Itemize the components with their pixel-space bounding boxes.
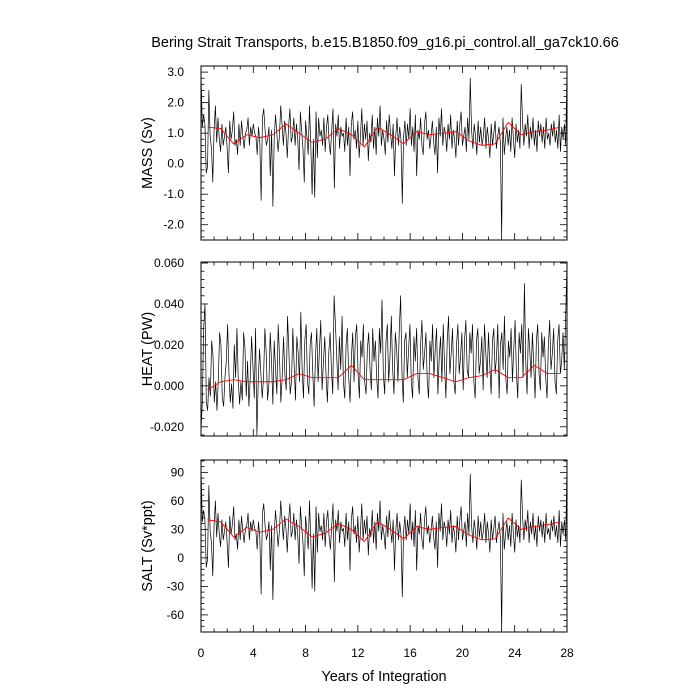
- panel-0: -2.0 -1.0 0.0 1.0 2.0 3.0 MASS (Sv): [140, 65, 568, 241]
- y-tick-label: 3.0: [167, 65, 184, 79]
- x-tick-label: 4: [250, 646, 257, 660]
- x-axis-title: Years of Integration: [321, 669, 446, 685]
- x-tick-label: 8: [302, 646, 309, 660]
- x-tick-label: 0: [198, 646, 205, 660]
- y-axis-title: HEAT (PW): [140, 312, 156, 386]
- y-tick-label: 1.0: [167, 126, 184, 140]
- panel-frame: [200, 459, 568, 633]
- y-tick-label: -2.0: [163, 218, 184, 232]
- y-tick-label: 0.0: [167, 157, 184, 171]
- chart-title: Bering Strait Transports, b.e15.B1850.f0…: [151, 35, 619, 51]
- chart-panels: -2.0 -1.0 0.0 1.0 2.0 3.0 MASS (Sv) -0.020 0.000…: [140, 65, 574, 660]
- x-tick-label: 24: [508, 646, 522, 660]
- y-tick-label: 90: [171, 465, 185, 479]
- x-tick-label: 20: [456, 646, 470, 660]
- x-tick-label: 16: [403, 646, 417, 660]
- annual-series-line: [207, 364, 561, 391]
- y-tick-label: 60: [171, 494, 185, 508]
- y-axis-title: MASS (Sv): [140, 117, 156, 189]
- monthly-series-line: [201, 69, 567, 238]
- panel-1: -0.020 0.000 0.020 0.040 0.060 HEAT (PW): [140, 256, 568, 437]
- annual-series-line: [207, 517, 561, 543]
- y-tick-label: -0.020: [150, 420, 184, 434]
- y-tick-label: 0.020: [154, 338, 184, 352]
- y-tick-label: 0.060: [154, 256, 184, 270]
- y-tick-label: 0.040: [154, 297, 184, 311]
- x-tick-label: 12: [351, 646, 365, 660]
- panel-2: -60 -30 0 30 60 90 SALT (Sv*ppt): [140, 459, 568, 633]
- panel-frame: [200, 65, 568, 241]
- y-tick-label: -1.0: [163, 187, 184, 201]
- y-tick-label: 0.000: [154, 379, 184, 393]
- y-tick-label: 0: [177, 551, 184, 565]
- y-tick-label: -60: [167, 608, 185, 622]
- x-tick-label: 28: [560, 646, 574, 660]
- y-axis-title: SALT (Sv*ppt): [140, 500, 156, 591]
- monthly-series-line: [201, 464, 567, 631]
- annual-series-line: [207, 121, 561, 148]
- y-tick-label: 30: [171, 522, 185, 536]
- monthly-series-line: [201, 263, 567, 436]
- y-tick-label: -30: [167, 579, 185, 593]
- y-tick-label: 2.0: [167, 96, 184, 110]
